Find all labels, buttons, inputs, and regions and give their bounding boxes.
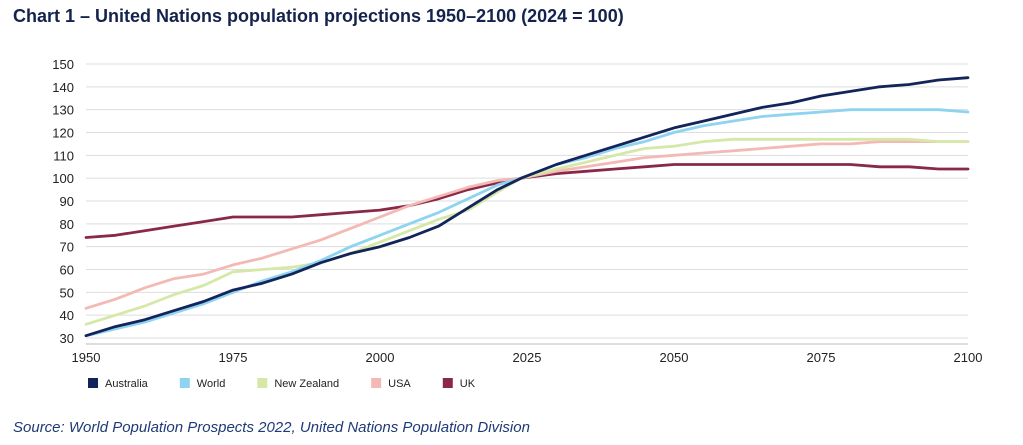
y-tick-label-60: 60 bbox=[60, 263, 74, 278]
legend-swatch-usa bbox=[371, 378, 382, 388]
legend-swatch-world bbox=[179, 378, 190, 388]
x-tick-label-1975: 1975 bbox=[219, 350, 248, 365]
y-tick-label-30: 30 bbox=[60, 331, 74, 346]
y-tick-label-130: 130 bbox=[52, 103, 74, 118]
y-tick-label-150: 150 bbox=[52, 57, 74, 72]
legend-label-new-zealand: New Zealand bbox=[274, 378, 339, 390]
y-tick-label-40: 40 bbox=[60, 308, 74, 323]
y-tick-label-70: 70 bbox=[60, 240, 74, 255]
x-tick-label-2075: 2075 bbox=[807, 350, 836, 365]
series-lines bbox=[84, 76, 970, 338]
x-tick-label-2050: 2050 bbox=[660, 350, 689, 365]
y-tick-label-120: 120 bbox=[52, 126, 74, 141]
legend-swatch-australia bbox=[88, 378, 98, 388]
x-tick-label-2000: 2000 bbox=[366, 350, 395, 365]
x-tick-label-2025: 2025 bbox=[513, 350, 542, 365]
y-tick-label-50: 50 bbox=[60, 285, 74, 300]
gridlines bbox=[86, 63, 968, 339]
y-tick-label-80: 80 bbox=[60, 217, 74, 232]
legend-label-usa: USA bbox=[388, 378, 411, 390]
source-note: Source: World Population Prospects 2022,… bbox=[13, 419, 530, 436]
y-tick-label-110: 110 bbox=[53, 148, 74, 163]
y-tick-label-90: 90 bbox=[60, 194, 74, 209]
chart-title: Chart 1 – United Nations population proj… bbox=[13, 6, 624, 26]
y-tick-label-100: 100 bbox=[52, 171, 74, 186]
y-tick-label-140: 140 bbox=[52, 80, 74, 95]
legend-label-world: World bbox=[197, 378, 226, 390]
legend: Australia World New Zealand USA UK bbox=[88, 378, 476, 390]
legend-swatch-new-zealand bbox=[257, 378, 268, 388]
x-tick-label-2100: 2100 bbox=[954, 350, 983, 365]
legend-swatch-uk bbox=[442, 378, 453, 388]
x-tick-label-1950: 1950 bbox=[72, 350, 101, 365]
series-line-australia bbox=[84, 76, 970, 338]
x-axis: 1950 1975 2000 2025 2050 2075 2100 bbox=[72, 343, 983, 365]
legend-label-uk: UK bbox=[460, 378, 476, 390]
y-axis-ticks: 30 40 50 60 70 80 90 100 110 120 130 140 150 bbox=[52, 57, 74, 346]
legend-label-australia: Australia bbox=[105, 378, 149, 390]
series-line-usa bbox=[84, 140, 970, 310]
